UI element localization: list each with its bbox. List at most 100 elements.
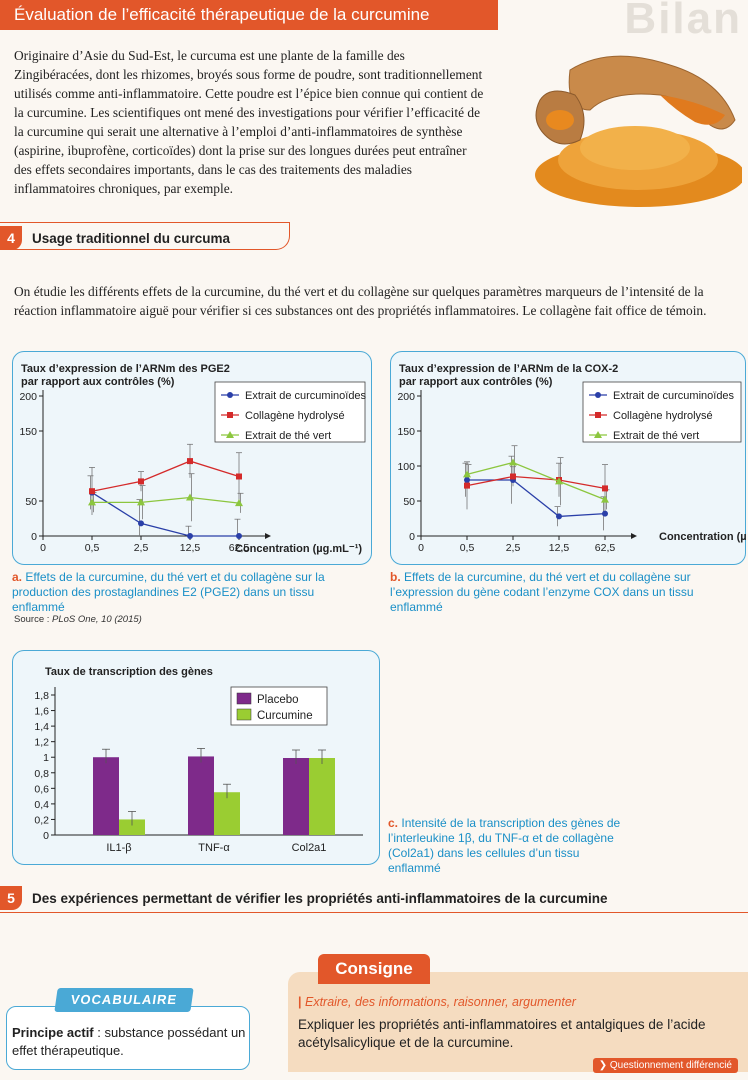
y-tick-label: 0	[31, 531, 37, 543]
x-tick-label: Col2a1	[292, 842, 327, 854]
x-tick-label: 2,5	[506, 542, 521, 554]
legend-label: Collagène hydrolysé	[245, 410, 345, 422]
legend-label: Extrait de curcuminoïdes	[245, 390, 367, 402]
chart-c-panel: Taux de transcription des gènes 0 0,2 0,4 0,…	[12, 650, 380, 865]
consigne-box	[288, 972, 748, 1072]
data-point	[509, 458, 517, 466]
section-5-number: 5	[0, 886, 22, 910]
consigne-subtitle: | Extraire, des informations, raisonner,…	[298, 995, 576, 1009]
vocabulaire-term: Principe actif	[12, 1025, 94, 1040]
legend-label: Curcumine	[257, 710, 313, 722]
y-tick-label: 1	[43, 752, 49, 764]
y-tick-label: 200	[397, 391, 415, 403]
x-tick-label: 0	[418, 542, 424, 554]
legend-label: Extrait de thé vert	[613, 430, 699, 442]
y-tick-label: 0,4	[34, 799, 49, 811]
bar	[119, 819, 145, 835]
consigne-text: Expliquer les propriétés anti-inflammato…	[298, 1017, 706, 1050]
legend-label: Collagène hydrolysé	[613, 410, 713, 422]
legend-box	[214, 381, 366, 443]
section-5-header: 5 Des expériences permettant de vérifier…	[0, 886, 607, 910]
questionnement-button[interactable]: ❯ Questionnement différencié	[592, 1058, 738, 1073]
series-line	[466, 475, 606, 490]
vocabulaire-text: Principe actif : substance possédant un …	[12, 1024, 246, 1060]
legend-label: Extrait de curcuminoïdes	[613, 390, 735, 402]
x-tick-label: 62,5	[595, 542, 616, 554]
data-point	[187, 458, 193, 465]
data-point	[138, 520, 144, 527]
y-tick-label: 200	[19, 391, 37, 403]
consigne-subtitle-text: Extraire, des informations, raisonner, a…	[304, 995, 576, 1009]
chart-title-line: par rapport aux contrôles (%)	[21, 376, 175, 388]
data-point	[464, 477, 470, 483]
x-tick-label: 2,5	[134, 542, 149, 554]
chart-a: Taux d’expression de l’ARNm des PGE2par …	[19, 363, 367, 555]
x-axis-arrow	[631, 533, 637, 539]
section-4-title: Usage traditionnel du curcuma	[32, 230, 231, 246]
chart-c-caption-text: Intensité de la transcription des gènes …	[388, 816, 621, 875]
background-watermark: Bilan	[624, 0, 742, 43]
chart-a-caption-letter: a.	[12, 570, 23, 584]
data-point	[463, 470, 471, 478]
chart-b-caption: b. Effets de la curcumine, du thé vert e…	[390, 570, 740, 615]
series-line	[466, 461, 606, 501]
turmeric-rhizome	[568, 55, 736, 130]
legend-marker	[595, 392, 601, 398]
section-5-divider	[0, 912, 748, 913]
legend-marker	[594, 431, 602, 438]
chart-title: Taux de transcription des gènes	[45, 666, 213, 678]
y-tick-label: 50	[403, 496, 415, 508]
consigne-tab: Consigne	[318, 954, 430, 984]
chart-c-caption: c. Intensité de la transcription des gèn…	[388, 816, 628, 876]
bar	[309, 758, 335, 835]
data-point	[137, 498, 145, 506]
chart-title-line: par rapport aux contrôles (%)	[399, 376, 553, 388]
x-tick-label: 12,5	[180, 542, 201, 554]
x-tick-label: TNF-α	[198, 842, 230, 854]
legend-label: Placebo	[257, 694, 299, 706]
x-tick-label: IL1-β	[106, 842, 131, 854]
section-4-header: 4 Usage traditionnel du curcuma	[0, 226, 230, 250]
legend-marker	[227, 392, 233, 398]
chart-b-caption-text: Effets de la curcumine, du thé vert et d…	[390, 570, 694, 614]
y-tick-label: 0,6	[34, 783, 49, 795]
data-point	[235, 499, 243, 507]
vocabulaire-definition: : substance possédant un effet thérapeut…	[12, 1025, 246, 1058]
y-tick-label: 100	[397, 461, 415, 473]
legend-box	[582, 381, 742, 443]
chart-c-caption-letter: c.	[388, 816, 399, 830]
page-title: Évaluation de l’efficacité thérapeutique…	[0, 0, 498, 30]
data-point	[602, 510, 608, 517]
section-4-number: 4	[0, 226, 22, 250]
y-tick-label: 50	[25, 496, 37, 508]
bar	[283, 758, 309, 835]
x-tick-label: 0	[40, 542, 46, 554]
y-tick-label: 1,8	[34, 690, 49, 702]
data-point	[186, 493, 194, 501]
legend-swatch	[236, 708, 252, 721]
data-point	[89, 488, 95, 495]
data-point	[88, 498, 96, 506]
series-line	[467, 479, 606, 518]
y-tick-label: 150	[19, 426, 37, 438]
x-tick-label: 12,5	[549, 542, 570, 554]
y-tick-label: 0,8	[34, 768, 49, 780]
legend-marker	[595, 412, 601, 418]
y-tick-label: 150	[397, 426, 415, 438]
chevron-right-icon: ❯	[598, 1060, 610, 1071]
data-point	[555, 477, 563, 485]
source-label: Source :	[14, 614, 50, 625]
data-point	[187, 533, 193, 539]
chart-b-caption-letter: b.	[390, 570, 401, 584]
data-point	[464, 482, 470, 489]
y-tick-label: 1,6	[34, 706, 49, 718]
chart-title-line: Taux d’expression de l’ARNm des PGE2	[21, 363, 230, 375]
source-text: PLoS One, 10 (2015)	[52, 614, 142, 625]
chart-a-source: Source : PLoS One, 10 (2015)	[14, 614, 142, 625]
data-point	[236, 473, 242, 480]
data-point	[602, 485, 608, 492]
data-point	[556, 513, 562, 520]
legend-marker	[226, 431, 234, 438]
vocabulaire-tag: VOCABULAIRE	[54, 988, 194, 1012]
study-paragraph: On étudie les différents effets de la cu…	[14, 284, 707, 318]
